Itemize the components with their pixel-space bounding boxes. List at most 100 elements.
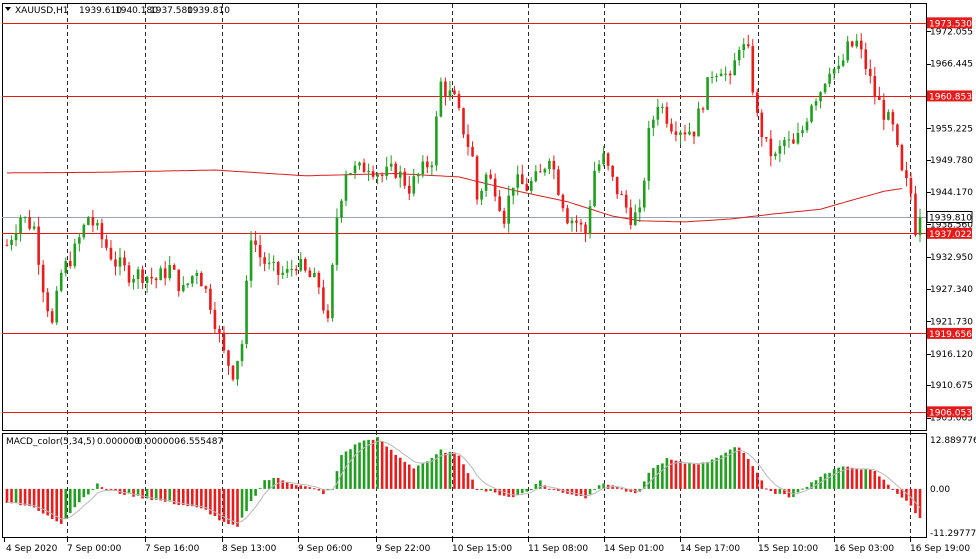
candle [37, 216, 40, 275]
candle [308, 267, 312, 278]
candle [602, 146, 605, 167]
candle [385, 156, 388, 180]
macd-bar [525, 488, 529, 492]
candle [882, 93, 886, 130]
price-tick-label: 1955.225 [930, 124, 973, 134]
candle [59, 269, 63, 293]
macd-bar [520, 488, 524, 494]
macd-bar [887, 484, 890, 489]
macd-bar [746, 458, 750, 489]
macd-bar [398, 457, 402, 489]
macd-bar [516, 488, 520, 496]
candle [240, 340, 244, 367]
candle [774, 151, 777, 160]
horizontal-levels[interactable] [2, 23, 926, 413]
level-price-tag[interactable] [927, 406, 972, 418]
macd-bar [435, 454, 438, 489]
macd-bar [172, 488, 176, 505]
candle [561, 193, 565, 212]
symbol-header[interactable]: XAUUSD,H1 1939.610 1940.180 1937.580 193… [5, 6, 230, 16]
candle [340, 199, 343, 223]
macd-bar [462, 464, 465, 489]
candle [304, 257, 307, 273]
level-price-tag[interactable] [927, 227, 972, 239]
candle [706, 77, 709, 110]
candle [683, 124, 687, 142]
candle [195, 269, 199, 285]
candle [326, 304, 330, 323]
macd-bar [692, 464, 696, 489]
macd-bar [493, 488, 497, 493]
candle [68, 251, 72, 269]
macd-bar [145, 488, 149, 499]
candle [674, 121, 678, 142]
candle [837, 55, 840, 74]
time-tick-label: 7 Sep 16:00 [145, 544, 200, 554]
candle [150, 267, 153, 285]
level-price-tag[interactable] [927, 17, 972, 29]
candle [769, 130, 773, 167]
macd-bar [426, 461, 429, 489]
macd-bar [570, 488, 574, 495]
candle [783, 136, 786, 155]
macd-bar [186, 488, 190, 507]
price-axis[interactable]: 1972.0551966.4451960.8351955.2251949.780… [926, 17, 976, 539]
candle [127, 262, 131, 287]
macd-bar [317, 488, 321, 491]
candle [313, 267, 316, 278]
candle [868, 59, 872, 84]
macd-bar [828, 472, 831, 489]
level-price-tag[interactable] [927, 327, 972, 339]
macd-bar [322, 488, 325, 495]
candle [82, 223, 86, 240]
macd-bar [579, 488, 583, 497]
candle [5, 239, 9, 247]
macd-bar [719, 455, 723, 489]
candle [606, 152, 610, 171]
macd-value-3: -6.555487 [177, 437, 223, 447]
candle [254, 231, 257, 253]
candle [697, 101, 700, 137]
candle [588, 199, 592, 239]
level-price-tag[interactable] [927, 90, 972, 102]
macd-bar [64, 488, 68, 519]
macd-bar [656, 465, 660, 489]
header-high: 1940.180 [115, 6, 158, 16]
time-tick-label: 14 Sep 01:00 [604, 544, 664, 554]
candle [755, 88, 759, 117]
candle [181, 276, 185, 293]
candle [611, 165, 614, 181]
macd-bar [498, 488, 501, 496]
candle [715, 73, 718, 82]
macd-bar [294, 485, 298, 489]
level-price-label: 1906.053 [929, 408, 972, 418]
macd-bar [823, 473, 827, 489]
candle [850, 40, 854, 48]
price-tick-label: 1916.120 [930, 350, 973, 360]
macd-bar [855, 468, 859, 489]
time-axis[interactable]: 4 Sep 2020 7 Sep 00:00 7 Sep 16:00 8 Sep 13… [4, 538, 971, 554]
candle [557, 165, 560, 196]
candle [430, 161, 434, 176]
macd-bar [471, 479, 474, 489]
candle [23, 216, 27, 223]
candle [471, 141, 474, 157]
dropdown-triangle-icon[interactable] [5, 7, 11, 11]
level-price-label: 1973.530 [929, 19, 972, 29]
candle [864, 42, 868, 75]
macd-bar [905, 488, 908, 501]
macd-bar [679, 461, 682, 489]
candle [421, 155, 425, 178]
time-tick-label: 7 Sep 00:00 [67, 544, 122, 554]
candle [575, 215, 578, 232]
candle [362, 158, 366, 173]
time-tick-label: 16 Sep 03:00 [834, 544, 894, 554]
macd-bar [593, 488, 596, 490]
header-close: 1939.810 [187, 6, 230, 16]
candle [245, 275, 248, 349]
macd-bar [403, 461, 407, 489]
candle [358, 161, 361, 170]
macd-bar [32, 488, 36, 508]
